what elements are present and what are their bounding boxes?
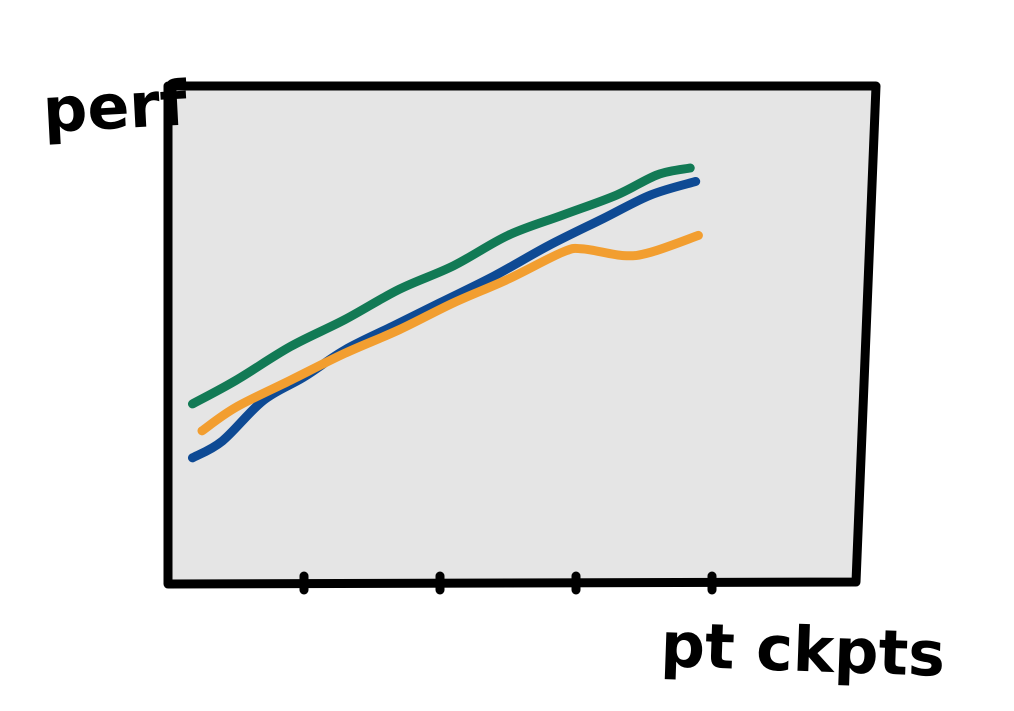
series-layer bbox=[187, 163, 703, 463]
x-ticks bbox=[299, 571, 717, 595]
plot-area bbox=[163, 81, 881, 589]
series-line-1 bbox=[187, 163, 695, 409]
x-axis-label: pt ckpts bbox=[659, 608, 946, 691]
series-line-3 bbox=[197, 230, 703, 436]
series-line-2 bbox=[187, 176, 701, 463]
y-axis-label: perf bbox=[41, 66, 190, 146]
